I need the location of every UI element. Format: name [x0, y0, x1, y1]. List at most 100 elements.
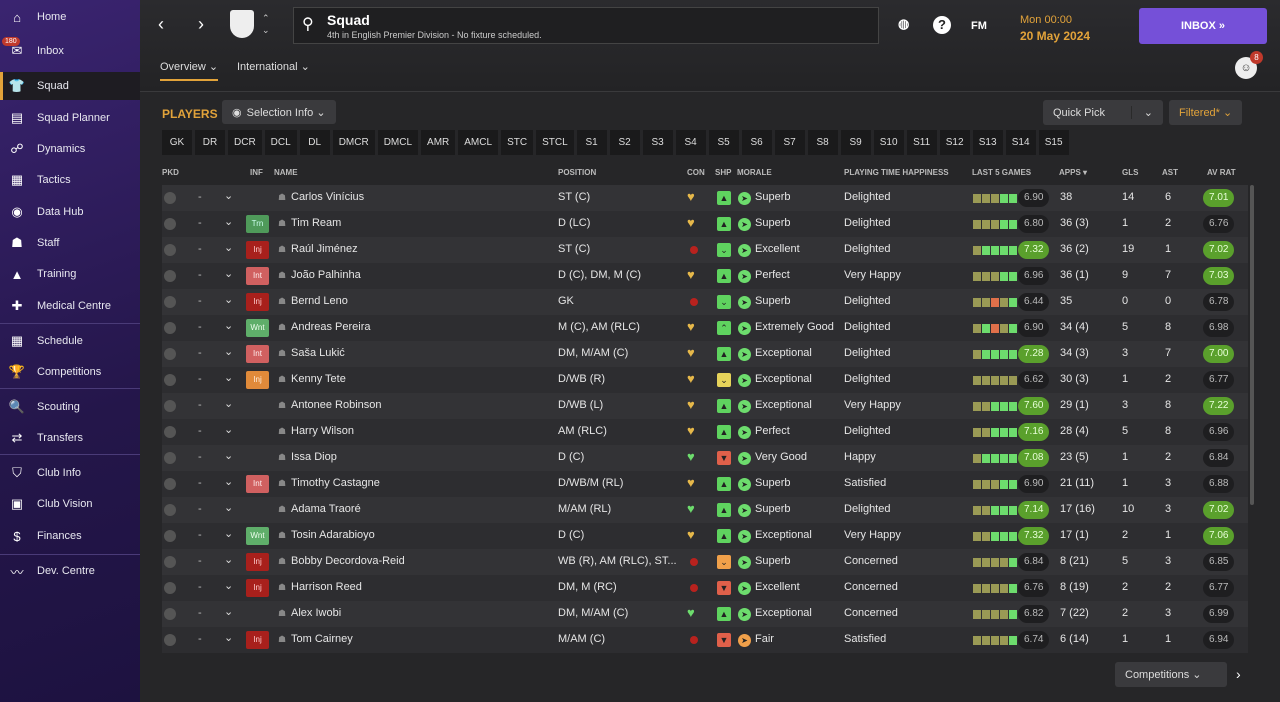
row-chevron-icon[interactable]: ⌄	[224, 606, 234, 618]
player-name[interactable]: Bernd Leno	[291, 295, 348, 307]
info-badge[interactable]: Inj	[246, 553, 269, 571]
row-chevron-icon[interactable]: ⌄	[224, 372, 234, 384]
row-chevron-icon[interactable]: ⌄	[224, 190, 234, 202]
scrollbar[interactable]	[1250, 185, 1254, 505]
position-button-stc[interactable]: STC	[501, 130, 534, 155]
tab-overview[interactable]: Overview ⌄	[160, 60, 219, 81]
player-name[interactable]: Kenny Tete	[291, 373, 346, 385]
table-row[interactable]: - ⌄ ☗ Antonee Robinson D/WB (L) ♥ ▲ ➤ Ex…	[162, 393, 1248, 419]
back-button[interactable]: ‹	[158, 14, 164, 34]
picked-check-icon[interactable]	[164, 244, 176, 256]
position-button-s11[interactable]: S11	[906, 130, 937, 155]
game-date[interactable]: Mon 00:00 20 May 2024	[1020, 12, 1090, 45]
position-button-s6[interactable]: S6	[741, 130, 772, 155]
picked-check-icon[interactable]	[164, 452, 176, 464]
row-chevron-icon[interactable]: ⌄	[224, 580, 234, 592]
picked-check-icon[interactable]	[164, 634, 176, 646]
row-chevron-icon[interactable]: ⌄	[224, 632, 234, 644]
sidebar-item-staff[interactable]: ☗ Staff	[0, 229, 140, 257]
table-row[interactable]: - ⌄ Inj ☗ Raúl Jiménez ST (C) ⌄ ➤ Excell…	[162, 237, 1248, 263]
position-button-s7[interactable]: S7	[774, 130, 805, 155]
help-icon[interactable]: ?	[933, 16, 951, 34]
table-row[interactable]: - ⌄ ☗ Issa Diop D (C) ♥ ▼ ➤ Very Good Ha…	[162, 445, 1248, 471]
col-gls[interactable]: GLS	[1122, 168, 1139, 177]
row-chevron-icon[interactable]: ⌄	[224, 320, 234, 332]
table-row[interactable]: - ⌄ Inj ☗ Harrison Reed DM, M (RC) ▼ ➤ E…	[162, 575, 1248, 601]
player-name[interactable]: Tom Cairney	[291, 633, 353, 645]
sidebar-item-transfers[interactable]: ⇄ Transfers	[0, 424, 140, 452]
manager-avatar[interactable]: ☺ 8	[1235, 51, 1263, 79]
col-last5[interactable]: LAST 5 GAMES	[972, 168, 1032, 177]
position-button-s5[interactable]: S5	[708, 130, 739, 155]
picked-check-icon[interactable]	[164, 270, 176, 282]
col-inf[interactable]: INF	[250, 168, 263, 177]
picked-check-icon[interactable]	[164, 478, 176, 490]
sidebar-item-club-info[interactable]: ⛉ Club Info	[0, 459, 140, 487]
tab-international[interactable]: International ⌄	[237, 61, 310, 73]
position-button-s15[interactable]: S15	[1038, 130, 1069, 155]
info-badge[interactable]: Trn	[246, 215, 269, 233]
position-button-dmcl[interactable]: DMCL	[377, 130, 419, 155]
table-row[interactable]: - ⌄ Inj ☗ Bernd Leno GK ⌄ ➤ Superb Delig…	[162, 289, 1248, 315]
sidebar-item-inbox[interactable]: ✉ Inbox	[0, 37, 140, 65]
col-ast[interactable]: AST	[1162, 168, 1178, 177]
position-button-amcl[interactable]: AMCL	[458, 130, 499, 155]
position-button-s1[interactable]: S1	[576, 130, 607, 155]
picked-check-icon[interactable]	[164, 582, 176, 594]
player-name[interactable]: Alex Iwobi	[291, 607, 342, 619]
position-button-dr[interactable]: DR	[195, 130, 225, 155]
sidebar-item-dynamics[interactable]: ☍ Dynamics	[0, 135, 140, 163]
info-badge[interactable]: Int	[246, 267, 269, 285]
col-playing-time[interactable]: PLAYING TIME HAPPINESS	[844, 168, 949, 177]
quick-pick-button[interactable]: Quick Pick ⌄	[1043, 100, 1163, 125]
player-name[interactable]: Saša Lukić	[291, 347, 345, 359]
table-row[interactable]: - ⌄ ☗ Harry Wilson AM (RLC) ♥ ▲ ➤ Perfec…	[162, 419, 1248, 445]
picked-check-icon[interactable]	[164, 322, 176, 334]
info-badge[interactable]: Wnt	[246, 527, 269, 545]
player-name[interactable]: Harrison Reed	[291, 581, 362, 593]
picked-check-icon[interactable]	[164, 400, 176, 412]
col-name[interactable]: NAME	[274, 168, 298, 177]
player-name[interactable]: João Palhinha	[291, 269, 361, 281]
player-name[interactable]: Adama Traoré	[291, 503, 361, 515]
sidebar-item-dev-centre[interactable]: 〰 Dev. Centre	[0, 557, 140, 585]
position-button-s12[interactable]: S12	[939, 130, 970, 155]
picked-check-icon[interactable]	[164, 426, 176, 438]
player-name[interactable]: Antonee Robinson	[291, 399, 382, 411]
col-position[interactable]: POSITION	[558, 168, 597, 177]
player-name[interactable]: Timothy Castagne	[291, 477, 380, 489]
table-row[interactable]: - ⌄ Wnt ☗ Andreas Pereira M (C), AM (RLC…	[162, 315, 1248, 341]
info-badge[interactable]: Wnt	[246, 319, 269, 337]
position-button-s3[interactable]: S3	[642, 130, 673, 155]
position-button-dcl[interactable]: DCL	[264, 130, 297, 155]
position-button-dl[interactable]: DL	[299, 130, 330, 155]
position-button-s13[interactable]: S13	[972, 130, 1003, 155]
row-chevron-icon[interactable]: ⌄	[224, 450, 234, 462]
player-name[interactable]: Andreas Pereira	[291, 321, 371, 333]
table-row[interactable]: - ⌄ ☗ Carlos Vinícius ST (C) ♥ ▲ ➤ Super…	[162, 185, 1248, 211]
row-chevron-icon[interactable]: ⌄	[224, 216, 234, 228]
row-chevron-icon[interactable]: ⌄	[224, 268, 234, 280]
position-button-s8[interactable]: S8	[807, 130, 838, 155]
row-chevron-icon[interactable]: ⌄	[224, 554, 234, 566]
col-apps[interactable]: APPS ▾	[1059, 168, 1088, 177]
position-button-amr[interactable]: AMR	[421, 130, 456, 155]
picked-check-icon[interactable]	[164, 296, 176, 308]
row-chevron-icon[interactable]: ⌄	[224, 294, 234, 306]
info-badge[interactable]: Inj	[246, 293, 269, 311]
sidebar-item-training[interactable]: ▲ Training	[0, 260, 140, 288]
sidebar-item-medical-centre[interactable]: ✚ Medical Centre	[0, 292, 140, 320]
picked-check-icon[interactable]	[164, 504, 176, 516]
position-button-s10[interactable]: S10	[873, 130, 904, 155]
table-row[interactable]: - ⌄ Int ☗ João Palhinha D (C), DM, M (C)…	[162, 263, 1248, 289]
sidebar-item-club-vision[interactable]: ▣ Club Vision	[0, 490, 140, 518]
forward-button[interactable]: ›	[198, 14, 204, 34]
col-shp[interactable]: SHP	[715, 168, 732, 177]
globe-icon[interactable]: ◍	[898, 16, 910, 31]
info-badge[interactable]: Inj	[246, 371, 269, 389]
player-name[interactable]: Bobby Decordova-Reid	[291, 555, 405, 567]
position-button-stcl[interactable]: STCL	[536, 130, 574, 155]
row-chevron-icon[interactable]: ⌄	[224, 424, 234, 436]
next-arrow-icon[interactable]: ›	[1236, 666, 1241, 682]
position-button-s9[interactable]: S9	[840, 130, 871, 155]
